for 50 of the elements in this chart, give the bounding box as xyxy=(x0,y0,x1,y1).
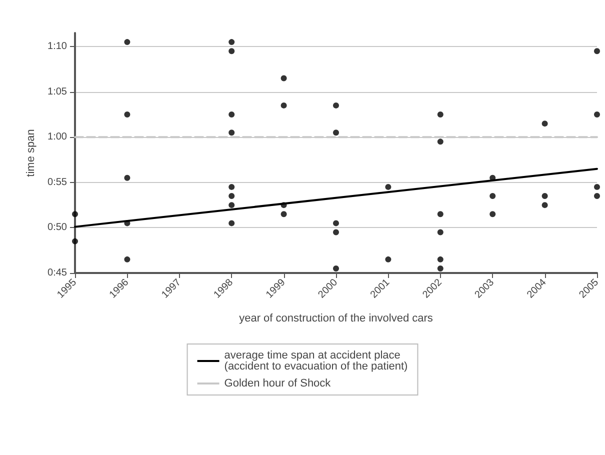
point xyxy=(385,184,392,190)
point xyxy=(437,256,444,262)
point xyxy=(228,202,235,208)
point xyxy=(437,211,444,218)
point xyxy=(124,112,130,118)
point xyxy=(333,130,339,136)
point xyxy=(594,48,600,54)
y-tick-label: 1:10 xyxy=(48,41,68,52)
point xyxy=(490,211,496,218)
point xyxy=(228,220,235,226)
point xyxy=(124,39,130,46)
point xyxy=(124,174,130,181)
y-tick-label: 0:50 xyxy=(48,222,68,234)
point xyxy=(594,112,600,118)
point xyxy=(333,102,339,108)
point xyxy=(542,120,548,127)
point xyxy=(228,193,235,200)
point xyxy=(228,184,235,190)
point xyxy=(490,193,496,200)
point xyxy=(72,211,78,218)
point xyxy=(280,211,287,218)
point xyxy=(333,220,339,226)
point xyxy=(228,130,235,136)
point xyxy=(333,229,339,236)
point xyxy=(124,256,130,262)
point xyxy=(228,39,235,46)
point xyxy=(437,112,444,118)
y-tick-label: 1:05 xyxy=(48,86,68,98)
y-tick-label: 0:45 xyxy=(48,268,68,278)
point xyxy=(72,238,78,244)
legend-label: Golden hour of Shock xyxy=(224,378,332,390)
y-tick-label: 1:00 xyxy=(48,132,68,143)
point xyxy=(437,138,444,145)
point xyxy=(228,112,235,118)
point xyxy=(280,75,287,82)
point xyxy=(437,229,444,236)
point xyxy=(385,256,392,262)
x-axis-title: year of construction of the involved cars xyxy=(239,312,434,324)
y-tick-label: 0:55 xyxy=(48,176,68,188)
point xyxy=(280,202,287,208)
point xyxy=(542,202,548,208)
point xyxy=(437,265,444,272)
point xyxy=(594,193,600,200)
point xyxy=(228,48,235,54)
point xyxy=(594,184,600,190)
legend-label: average time span at accident place (accident to evacuation of the patient) xyxy=(224,350,408,372)
point xyxy=(280,102,287,108)
point xyxy=(542,193,548,200)
y-axis-title: time span xyxy=(25,129,38,177)
point xyxy=(333,265,339,272)
